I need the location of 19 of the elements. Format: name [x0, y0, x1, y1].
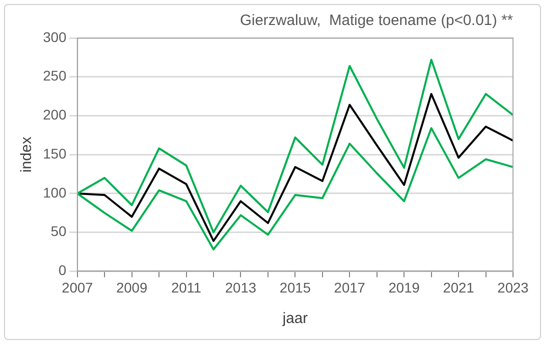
x-axis-title: jaar: [282, 310, 308, 328]
x-tick-label: 2017: [334, 279, 366, 296]
x-tick-label: 2023: [497, 279, 529, 296]
y-tick-label: 150: [43, 145, 67, 162]
x-tick-label: 2015: [280, 279, 311, 296]
y-tick-label: 200: [43, 106, 67, 123]
y-axis-title: index: [18, 136, 36, 173]
chart-title: Gierzwaluw, Matige toename (p<0.01) **: [240, 12, 514, 30]
x-tick-label: 2013: [225, 279, 257, 296]
y-tick-label: 250: [43, 68, 67, 84]
x-tick-label: 2019: [388, 279, 420, 296]
x-tick-label: 2021: [442, 279, 474, 296]
y-tick-label: 100: [43, 184, 67, 200]
y-tick-label: 0: [58, 262, 67, 278]
x-tick-label: 2007: [62, 279, 94, 296]
y-tick-label: 50: [50, 223, 67, 240]
x-tick-label: 2011: [171, 279, 202, 296]
x-tick-label: 2009: [116, 279, 148, 296]
y-tick-label: 300: [43, 28, 67, 45]
